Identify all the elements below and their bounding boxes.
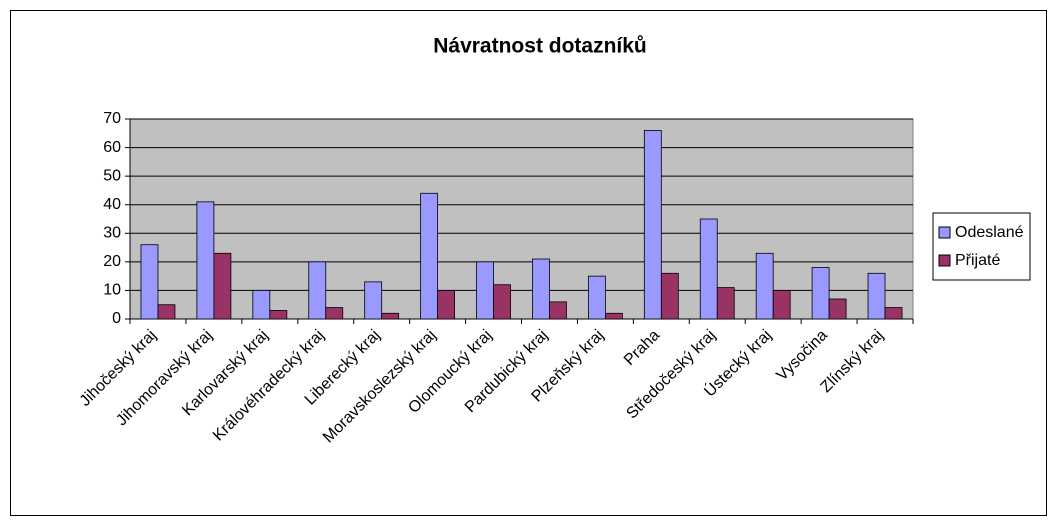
y-tick-label: 10: [103, 282, 121, 299]
y-tick-label: 70: [103, 110, 121, 127]
bar: [269, 310, 288, 320]
y-tick-label: 40: [103, 196, 121, 213]
bar: [213, 252, 232, 320]
bar: [755, 252, 774, 320]
legend-box: [932, 212, 1031, 281]
bar: [493, 284, 511, 320]
legend-swatch: [938, 226, 951, 239]
bar: [381, 312, 400, 320]
bar: [252, 290, 271, 320]
y-tick-label: 50: [103, 167, 121, 184]
y-tick-label: 20: [103, 253, 121, 270]
bar: [157, 304, 176, 320]
bar: [811, 267, 830, 320]
bar: [140, 244, 159, 320]
bar: [532, 258, 550, 320]
bar: [196, 201, 215, 320]
bar: [587, 275, 606, 320]
bar: [716, 287, 735, 320]
bar: [828, 298, 847, 320]
legend-swatch: [938, 254, 951, 267]
bar: [325, 307, 344, 320]
bar: [772, 290, 791, 320]
chart-title: Návratnost dotazníků: [433, 35, 647, 58]
y-tick-label: 60: [103, 139, 121, 156]
bar: [476, 261, 494, 320]
bar: [364, 281, 383, 320]
bar: [660, 272, 679, 320]
y-tick-label: 0: [112, 310, 121, 327]
bar: [437, 290, 456, 320]
legend-label: Odeslané: [955, 224, 1024, 241]
bar: [643, 130, 662, 320]
bar: [604, 312, 623, 320]
legend-label: Přijaté: [955, 252, 1000, 269]
bar: [699, 218, 718, 320]
bar: [884, 307, 903, 320]
y-tick-label: 30: [103, 225, 121, 242]
plot-area: [129, 118, 914, 320]
bar: [308, 261, 327, 320]
bar: [549, 301, 567, 320]
bar: [867, 272, 886, 320]
bar: [420, 192, 439, 320]
